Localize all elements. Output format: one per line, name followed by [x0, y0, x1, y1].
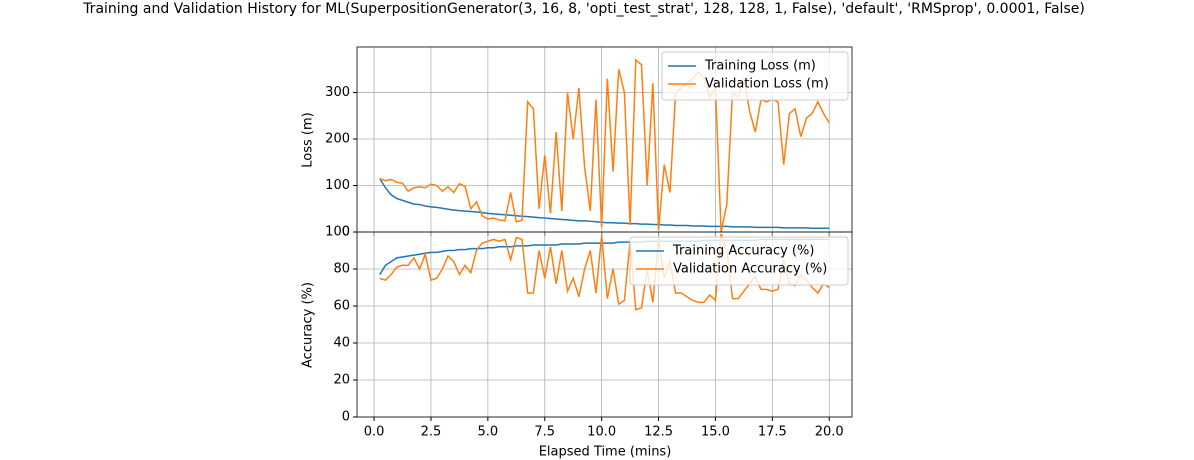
- x-tick-label: 20.0: [815, 425, 844, 440]
- legend-label: Training Accuracy (%): [672, 244, 814, 259]
- legend-box: [661, 51, 849, 101]
- y-tick-label: 60: [333, 299, 350, 314]
- y-tick-label: 80: [333, 262, 350, 277]
- y-tick-label: 20: [333, 373, 350, 388]
- series-line: [379, 58, 830, 232]
- x-tick-label: 7.5: [534, 425, 555, 440]
- x-tick-label: 10.0: [587, 425, 616, 440]
- series-line: [379, 178, 830, 230]
- chart-title: Training and Validation History for ML(S…: [82, 1, 1085, 17]
- y-tick-label: 300: [325, 85, 350, 100]
- x-tick-label: 2.5: [421, 425, 442, 440]
- y-tick-label: 0: [342, 410, 350, 425]
- x-axis-label: Elapsed Time (mins): [539, 445, 672, 460]
- y-tick-label: 0: [342, 225, 350, 240]
- y-axis-label: Accuracy (%): [301, 282, 316, 368]
- axes-frame: [356, 231, 853, 418]
- y-tick-label: 100: [325, 178, 350, 193]
- legend-box: [629, 236, 849, 286]
- y-axis-label: Loss (m): [301, 112, 316, 167]
- x-tick-label: 5.0: [478, 425, 499, 440]
- x-tick-label: 0.0: [364, 425, 385, 440]
- x-tick-label: 15.0: [701, 425, 730, 440]
- legend-label: Validation Loss (m): [705, 77, 829, 92]
- legend-label: Training Loss (m): [704, 59, 816, 74]
- y-tick-label: 200: [325, 132, 350, 147]
- x-tick-label: 17.5: [758, 425, 787, 440]
- y-tick-label: 100: [325, 225, 350, 240]
- y-tick-label: 40: [333, 336, 350, 351]
- x-tick-label: 12.5: [644, 425, 673, 440]
- legend-label: Validation Accuracy (%): [673, 262, 827, 277]
